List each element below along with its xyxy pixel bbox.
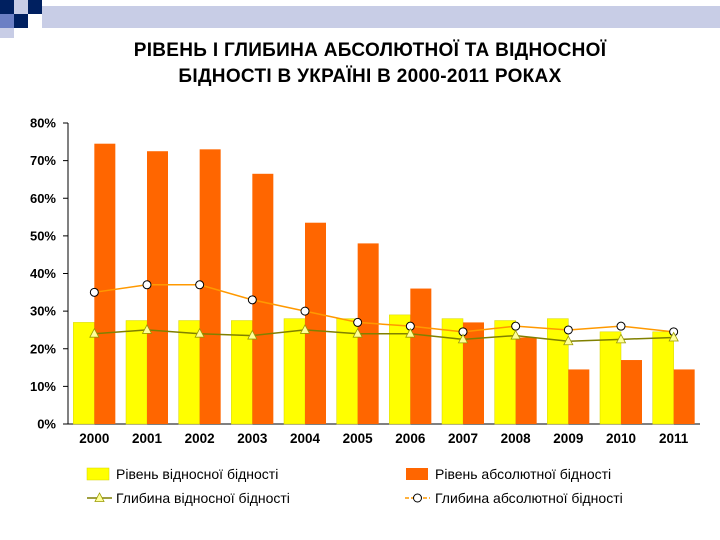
x-tick-label: 2005 xyxy=(343,431,374,446)
deco-square-dark-2 xyxy=(28,0,42,14)
bar-relative-2004 xyxy=(283,318,306,425)
x-tick-label: 2011 xyxy=(659,431,689,446)
point-relative-depth-2009 xyxy=(563,335,574,346)
bar-absolute-2009 xyxy=(568,369,590,424)
deco-square-blue-1 xyxy=(0,14,14,28)
point-relative-depth-2008 xyxy=(510,329,521,340)
legend-swatch-absolute-level xyxy=(406,468,428,480)
line-relative-depth xyxy=(94,329,674,342)
bar-absolute-2006 xyxy=(410,288,432,424)
x-tick-label: 2000 xyxy=(79,431,109,446)
bar-absolute-2004 xyxy=(305,222,326,424)
bar-absolute-2007 xyxy=(463,322,484,424)
title-line-2: БІДНОСТІ В УКРАЇНІ В 2000-2011 РОКАХ xyxy=(178,66,562,87)
point-relative-depth-2001 xyxy=(141,324,153,334)
point-relative-depth-2005 xyxy=(352,327,363,338)
point-relative-depth-2006 xyxy=(405,327,416,338)
deco-square-light-1 xyxy=(14,0,28,14)
bar-relative-2011 xyxy=(652,331,674,425)
bar-absolute-2002 xyxy=(199,149,221,424)
legend-marker-relative-depth xyxy=(94,492,105,502)
x-tick-label: 2008 xyxy=(501,431,532,446)
bar-absolute-2001 xyxy=(147,151,168,424)
point-absolute-depth-2001 xyxy=(142,280,152,290)
point-absolute-depth-2004 xyxy=(300,306,310,316)
title-line-1: РІВЕНЬ І ГЛИБИНА АБСОЛЮТНОЇ ТА ВІДНОСНОЇ xyxy=(133,40,607,61)
point-absolute-depth-2008 xyxy=(511,321,521,331)
bar-absolute-2011 xyxy=(673,369,695,424)
bar-relative-2000 xyxy=(73,322,95,425)
deco-square-dark-1 xyxy=(0,0,14,14)
deco-bar xyxy=(42,6,720,28)
legend-swatch-relative-level xyxy=(86,467,110,481)
x-tick-label: 2004 xyxy=(290,431,321,446)
bar-relative-2009 xyxy=(547,318,569,425)
legend-label-relative-depth: Глибина відносної бідності xyxy=(116,490,290,506)
point-absolute-depth-2003 xyxy=(247,295,257,305)
y-tick-label: 70% xyxy=(30,153,56,168)
point-relative-depth-2000 xyxy=(89,327,100,338)
deco-square-dark-3 xyxy=(14,14,28,28)
x-tick-label: 2009 xyxy=(553,431,583,446)
y-tick-label: 40% xyxy=(30,266,56,281)
point-relative-depth-2002 xyxy=(194,327,205,338)
bar-relative-2008 xyxy=(494,320,516,425)
x-tick-label: 2001 xyxy=(132,431,163,446)
point-relative-depth-2011 xyxy=(668,331,679,342)
x-tick-label: 2007 xyxy=(448,431,478,446)
bar-absolute-2010 xyxy=(621,360,642,424)
y-tick-label: 10% xyxy=(30,379,56,394)
y-tick-label: 30% xyxy=(30,304,56,319)
bar-relative-2010 xyxy=(599,331,622,425)
point-relative-depth-2004 xyxy=(299,324,311,334)
y-tick-label: 50% xyxy=(30,228,56,243)
x-tick-label: 2006 xyxy=(395,431,426,446)
bar-relative-2006 xyxy=(389,314,411,425)
point-relative-depth-2003 xyxy=(247,329,258,340)
y-tick-label: 80% xyxy=(30,116,56,131)
x-tick-label: 2003 xyxy=(237,431,268,446)
bar-relative-2001 xyxy=(125,320,148,425)
y-tick-label: 60% xyxy=(30,191,56,206)
x-tick-label: 2010 xyxy=(606,431,636,446)
legend-label-absolute-depth: Глибина абсолютної бідності xyxy=(435,490,623,506)
y-tick-label: 20% xyxy=(30,341,56,356)
legend-marker-absolute-depth xyxy=(413,493,422,503)
bar-absolute-2008 xyxy=(515,337,537,424)
point-absolute-depth-2010 xyxy=(616,321,626,331)
point-relative-depth-2010 xyxy=(615,333,627,344)
point-absolute-depth-2002 xyxy=(195,280,205,290)
x-tick-label: 2002 xyxy=(185,431,215,446)
point-absolute-depth-2000 xyxy=(89,287,99,297)
line-absolute-depth xyxy=(94,284,674,333)
point-absolute-depth-2009 xyxy=(563,325,573,335)
legend-label-absolute-level: Рівень абсолютної бідності xyxy=(435,466,611,482)
point-relative-depth-2007 xyxy=(457,333,469,344)
point-absolute-depth-2005 xyxy=(353,317,363,327)
deco-square-light-2 xyxy=(0,28,14,38)
bar-absolute-2000 xyxy=(94,143,116,424)
header-decoration xyxy=(0,0,720,38)
y-tick-label: 0% xyxy=(37,417,56,432)
legend-label-relative-level: Рівень відносної бідності xyxy=(116,466,278,482)
bar-absolute-2003 xyxy=(252,173,274,424)
page-title: РІВЕНЬ І ГЛИБИНА АБСОЛЮТНОЇ ТА ВІДНОСНОЇ… xyxy=(40,38,700,90)
